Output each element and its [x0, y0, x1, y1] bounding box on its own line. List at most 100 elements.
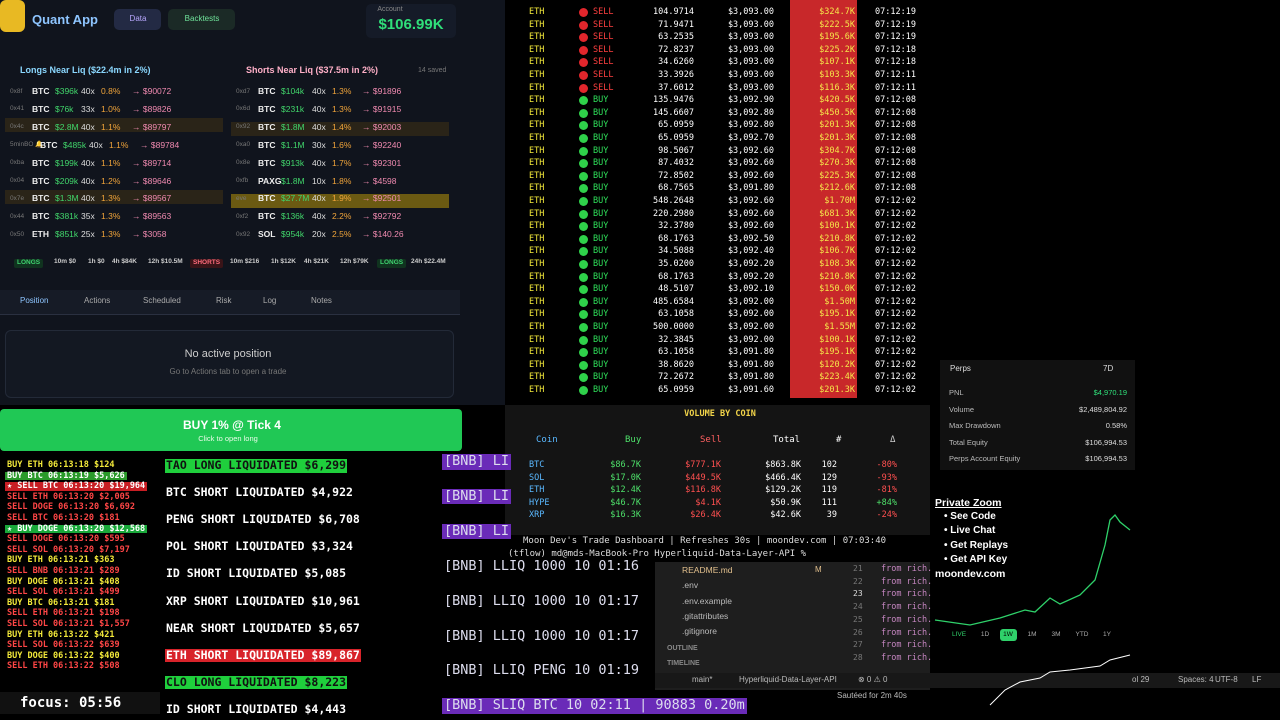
list-cell: $104k: [281, 86, 305, 96]
liquidation-row: NEAR SHORT LIQUIDATED $5,657: [166, 620, 360, 635]
promo-link[interactable]: • Get Replays: [944, 539, 1009, 551]
panel-tab[interactable]: Position: [20, 296, 49, 305]
editor-section[interactable]: OUTLINE: [667, 645, 698, 652]
tape-price: $3,092.60: [727, 170, 774, 181]
volume-cell: +84%: [876, 497, 897, 508]
volume-cell: $86.7K: [610, 460, 641, 470]
panel-tab[interactable]: Scheduled: [143, 296, 181, 305]
panel-tab[interactable]: Notes: [311, 296, 332, 305]
tape-time: 07:12:02: [875, 385, 916, 395]
tape-value: $1.55M: [824, 322, 855, 332]
feed-row: ★ BUY DOGE 06:13:20 $12,568: [5, 523, 148, 534]
feed-row: BUY BTC 06:13:21 $181: [7, 597, 115, 608]
list-cell: → $3058: [132, 229, 167, 240]
tape-price: $3,092.60: [727, 196, 774, 206]
bnb-row: [BNB] LI: [442, 487, 512, 505]
promo-site[interactable]: moondev.com: [935, 568, 1006, 580]
value-strip: [790, 0, 857, 398]
tape-time: 07:12:02: [875, 372, 916, 383]
tape-time: 07:12:08: [875, 158, 916, 169]
liquidation-row: ETH SHORT LIQUIDATED $89,867: [165, 647, 361, 663]
list-cell: BTC: [258, 157, 276, 168]
panel-tab[interactable]: Log: [263, 296, 277, 305]
buy-label[interactable]: BUY 1% @ Tick 4: [183, 418, 281, 432]
volume-header: Buy: [625, 435, 642, 445]
range-button[interactable]: 1M: [1027, 631, 1037, 638]
tape-side: SELL: [593, 82, 614, 93]
nav-tab[interactable]: Backtests: [184, 14, 220, 23]
tape-size: 34.6260: [658, 57, 694, 68]
promo-link[interactable]: • Live Chat: [944, 525, 996, 537]
file-item[interactable]: .gitignore: [682, 626, 717, 637]
tab-bg[interactable]: [114, 9, 161, 30]
tape-size: 72.8502: [658, 170, 694, 181]
tape-time: 07:12:11: [875, 82, 916, 93]
list-cell: 40x: [81, 86, 95, 96]
editor-section[interactable]: TIMELINE: [667, 660, 700, 667]
tape-price: $3,092.90: [727, 95, 774, 106]
tape-size: 65.0959: [658, 133, 694, 143]
tape-time: 07:12:19: [875, 19, 916, 30]
feed-row: SELL SOL 06:13:20 $7,197: [7, 544, 130, 555]
line-number: 26: [853, 627, 863, 637]
tape-price: $3,093.00: [727, 44, 774, 55]
range-button[interactable]: LIVE: [951, 631, 967, 638]
range-button[interactable]: 1D: [980, 631, 990, 638]
nav-tab[interactable]: Data: [129, 14, 147, 23]
list-cell: 10x: [312, 175, 326, 186]
promo-link[interactable]: • See Code: [944, 511, 996, 522]
tape-price: $3,091.60: [727, 385, 774, 395]
list-cell: BTC: [32, 103, 50, 114]
tape-value: $223.4K: [819, 372, 855, 383]
terminal-line: Moon Dev's Trade Dashboard | Refreshes 3…: [523, 536, 887, 546]
tape-size: 63.1058: [658, 347, 694, 358]
tape-coin: ETH: [529, 372, 545, 383]
tape-coin: ETH: [529, 259, 545, 269]
tape-size: 63.2535: [658, 32, 694, 43]
promo-link[interactable]: • Get API Key: [944, 553, 1008, 565]
tape-size: 48.5107: [658, 284, 694, 295]
panel-tab[interactable]: Risk: [216, 296, 232, 305]
status-dot: [579, 108, 588, 118]
tape-price: $3,091.80: [727, 372, 774, 383]
tape-time: 07:12:02: [875, 334, 916, 345]
status-dot: [579, 260, 588, 269]
panel-tab[interactable]: Actions: [84, 296, 111, 305]
tape-size: 72.8237: [658, 44, 694, 55]
tape-side: BUY: [593, 221, 609, 232]
file-item[interactable]: .env.example: [682, 595, 732, 606]
promo-title[interactable]: Private Zoom: [935, 497, 1002, 509]
tape-size: 68.1763: [658, 271, 694, 282]
list-cell: $851k: [55, 229, 79, 240]
liquidation-row: BTC SHORT LIQUIDATED $4,922: [166, 485, 353, 500]
tab-bg[interactable]: [168, 9, 235, 30]
buy-button[interactable]: [0, 409, 462, 451]
tape-value: $116.3K: [819, 82, 855, 93]
list-cell: → $90072: [132, 86, 172, 96]
file-item[interactable]: README.md: [682, 565, 733, 575]
list-cell: $381k: [55, 211, 79, 222]
tape-value: $107.1K: [819, 57, 855, 68]
row-highlight: [231, 194, 449, 208]
tape-time: 07:12:08: [875, 120, 916, 131]
tape-size: 72.2672: [658, 372, 694, 383]
range-button[interactable]: 1Y: [1103, 631, 1111, 638]
line-number: 28: [853, 652, 863, 662]
tape-time: 07:12:08: [875, 133, 916, 143]
status-dot: [579, 121, 588, 131]
tape-value: $681.3K: [819, 208, 855, 219]
tape-time: 07:12:18: [875, 57, 916, 68]
status-dot: [579, 71, 588, 80]
range-button[interactable]: 1W: [1003, 631, 1013, 638]
buy-hint[interactable]: Click to open long: [198, 434, 258, 443]
range-button[interactable]: 3M: [1051, 631, 1061, 638]
status-dot: [579, 96, 588, 106]
range-button[interactable]: YTD: [1075, 631, 1089, 638]
focus-box: [0, 692, 160, 714]
perps-period[interactable]: 7D: [1103, 364, 1114, 373]
file-item[interactable]: .gitattributes: [682, 610, 729, 621]
tape-price: $3,092.10: [727, 284, 774, 295]
file-item[interactable]: .env: [682, 580, 699, 591]
tape-size: 63.1058: [658, 309, 694, 320]
list-cell: 40x: [81, 157, 95, 168]
